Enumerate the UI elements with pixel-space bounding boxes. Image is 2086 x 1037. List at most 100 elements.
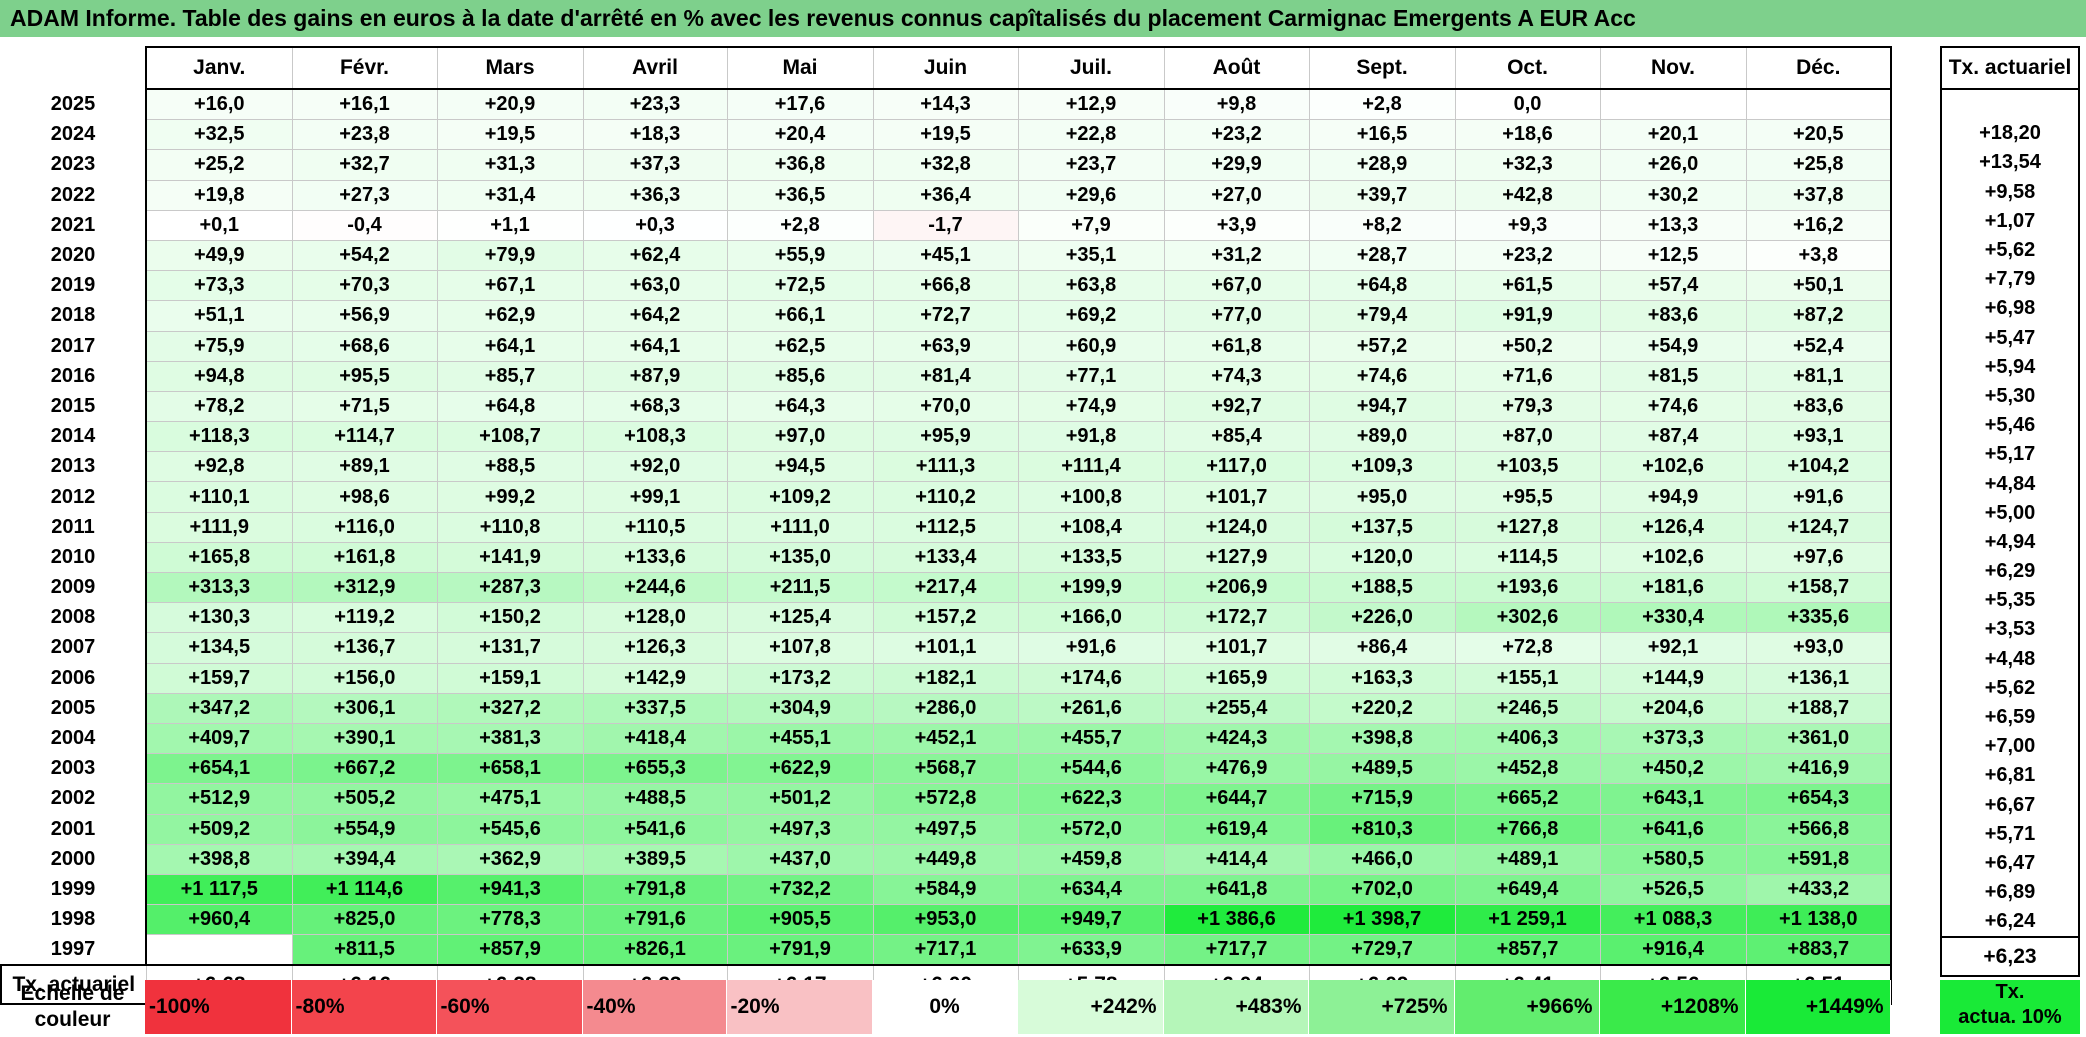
gain-cell: +1 398,7 bbox=[1308, 904, 1456, 936]
row-year: 2009 bbox=[50, 576, 96, 599]
gain-cell: +78,2 bbox=[145, 390, 293, 423]
gain-cell: +512,9 bbox=[145, 783, 293, 815]
gain-cell: +791,6 bbox=[582, 904, 728, 936]
gain-cell: +101,1 bbox=[872, 632, 1019, 664]
gain-cell: +111,9 bbox=[145, 511, 293, 543]
rate-cell: +5,71 bbox=[1940, 819, 2080, 849]
gain-cell: +23,3 bbox=[582, 89, 728, 121]
gain-cell: +94,8 bbox=[145, 360, 293, 392]
rate-row: +5,62 bbox=[1940, 235, 2080, 266]
gain-cell: +98,6 bbox=[291, 481, 438, 513]
gain-cell: +110,8 bbox=[436, 511, 584, 543]
rate-cell: +5,17 bbox=[1940, 440, 2080, 470]
gain-cell: +23,2 bbox=[1454, 239, 1601, 272]
gain-cell: +1 117,5 bbox=[145, 873, 293, 906]
gain-cell: +622,9 bbox=[726, 753, 874, 785]
rate-summary-row: +6,23 bbox=[1940, 936, 2080, 978]
gain-cell: +101,7 bbox=[1163, 632, 1310, 664]
rate-row bbox=[1940, 89, 2080, 120]
month-header: Avril bbox=[582, 46, 728, 90]
gain-cell: +916,4 bbox=[1599, 934, 1747, 966]
gain-cell: +93,1 bbox=[1745, 421, 1892, 453]
table-row: 1999 +1 117,5 +1 114,6 +941,3 +791,8 +732,2 +5… bbox=[1, 873, 2018, 906]
gain-cell: +580,5 bbox=[1599, 843, 1747, 875]
gain-cell: +3,9 bbox=[1163, 209, 1310, 241]
rate-cell: +1,07 bbox=[1940, 206, 2080, 236]
gain-cell: +71,5 bbox=[291, 390, 438, 423]
gain-cell: +36,8 bbox=[726, 149, 874, 181]
gain-cell: +188,7 bbox=[1745, 692, 1892, 724]
gain-cell: +7,9 bbox=[1017, 209, 1165, 241]
row-year: 2018 bbox=[50, 304, 96, 327]
row-year: 2024 bbox=[50, 123, 96, 146]
row-year: 2007 bbox=[50, 636, 96, 659]
gain-cell: +0,3 bbox=[582, 209, 728, 241]
gain-cell: +37,8 bbox=[1745, 179, 1892, 211]
gain-cell: +94,5 bbox=[726, 451, 874, 483]
gain-cell: +111,0 bbox=[726, 511, 874, 543]
gain-cell: +50,2 bbox=[1454, 330, 1601, 362]
gain-cell: +119,2 bbox=[291, 602, 438, 634]
gain-cell: +544,6 bbox=[1017, 753, 1165, 785]
gain-cell: +69,2 bbox=[1017, 300, 1165, 332]
rate-cell: +6,89 bbox=[1940, 878, 2080, 908]
rate-row: +5,30 bbox=[1940, 381, 2080, 412]
gain-cell: +32,7 bbox=[291, 149, 438, 181]
table-row: 2012 +110,1 +98,6 +99,2 +99,1 +109,2 +110,2 +10… bbox=[1, 481, 2018, 513]
rate-cell: +5,62 bbox=[1940, 235, 2080, 266]
gain-cell: +398,8 bbox=[145, 843, 293, 875]
gain-cell: +89,0 bbox=[1308, 421, 1456, 453]
gain-cell: +27,0 bbox=[1163, 179, 1310, 211]
gain-cell: +791,8 bbox=[582, 873, 728, 906]
gain-cell: +306,1 bbox=[291, 692, 438, 724]
gain-cell: +150,2 bbox=[436, 602, 584, 634]
gain-cell: +135,0 bbox=[726, 541, 874, 574]
gain-cell: +118,3 bbox=[145, 421, 293, 453]
rate-row: +4,84 bbox=[1940, 469, 2080, 499]
gain-cell: +110,1 bbox=[145, 481, 293, 513]
row-year: 1998 bbox=[50, 908, 96, 931]
gain-cell: +32,5 bbox=[145, 119, 293, 151]
month-header: Déc. bbox=[1745, 46, 1892, 90]
gain-cell: +64,8 bbox=[436, 390, 584, 423]
gain-cell: +62,9 bbox=[436, 300, 584, 332]
rate-scale-line1: Tx. bbox=[1995, 981, 2025, 1003]
gain-cell: +136,7 bbox=[291, 632, 438, 664]
gain-cell: +70,3 bbox=[291, 270, 438, 302]
rate-cell: +4,94 bbox=[1940, 527, 2080, 557]
row-year: 2010 bbox=[50, 545, 96, 568]
gain-cell: +497,5 bbox=[872, 813, 1019, 845]
rate-cell: +5,46 bbox=[1940, 411, 2080, 441]
gain-cell: 0,0 bbox=[1454, 89, 1601, 121]
gain-cell: +64,1 bbox=[582, 330, 728, 362]
gain-cell: +73,3 bbox=[145, 270, 293, 302]
color-scale-swatch: -80% bbox=[291, 980, 437, 1034]
gain-cell: +337,5 bbox=[582, 692, 728, 724]
gain-cell: +91,6 bbox=[1745, 481, 1892, 513]
year-rows: 2025 +16,0 +16,1 +20,9 +23,3 +17,6 +14,3 +12,9 +… bbox=[0, 89, 2018, 1006]
gain-cell: +159,7 bbox=[145, 662, 293, 694]
gain-cell: +715,9 bbox=[1308, 783, 1456, 815]
gain-cell: +124,0 bbox=[1163, 511, 1310, 543]
gain-cell: +199,9 bbox=[1017, 571, 1165, 604]
gain-cell: +137,5 bbox=[1308, 511, 1456, 543]
gain-cell: +107,8 bbox=[726, 632, 874, 664]
color-scale-label-line1: Echelle de bbox=[20, 982, 125, 1005]
gain-cell: +12,5 bbox=[1599, 239, 1747, 272]
table-row: 2010 +165,8 +161,8 +141,9 +133,6 +135,0 +133,4… bbox=[1, 541, 2018, 574]
rate-row: +6,59 bbox=[1940, 702, 2080, 733]
gain-cell: +93,0 bbox=[1745, 632, 1892, 664]
gain-cell: +633,9 bbox=[1017, 934, 1165, 966]
gain-cell: +111,3 bbox=[872, 451, 1019, 483]
gain-cell: +50,1 bbox=[1745, 270, 1892, 302]
gain-cell: +83,6 bbox=[1745, 390, 1892, 423]
rate-row: +5,71 bbox=[1940, 819, 2080, 849]
rate-row: +5,62 bbox=[1940, 673, 2080, 703]
gain-cell: +362,9 bbox=[436, 843, 584, 875]
gain-cell: +70,0 bbox=[872, 390, 1019, 423]
table-row: 2002 +512,9 +505,2 +475,1 +488,5 +501,2 +572,8… bbox=[1, 783, 2018, 815]
table-row: 2006 +159,7 +156,0 +159,1 +142,9 +173,2 +182,1… bbox=[1, 662, 2018, 694]
row-year: 2015 bbox=[50, 394, 96, 417]
gain-cell: +455,1 bbox=[726, 722, 874, 755]
gain-cell: +141,9 bbox=[436, 541, 584, 574]
